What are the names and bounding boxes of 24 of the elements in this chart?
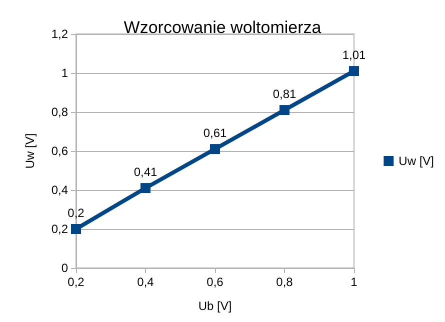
point: [280, 105, 290, 116]
y-tick-label: 0: [61, 261, 68, 275]
x-axis-title: Ub [V]: [198, 299, 232, 313]
y-axis-title: Uw [V]: [23, 133, 37, 169]
y-tick-label: 1,2: [51, 27, 68, 41]
legend-label: Uw [V]: [398, 154, 434, 168]
y-tick-label: 1: [61, 66, 68, 80]
data-label: 0,81: [272, 87, 296, 102]
x-tick-label: 0,8: [276, 275, 294, 289]
x-tick-label: 0,6: [206, 275, 224, 289]
data-label: 0,41: [134, 165, 158, 180]
y-tick-label: 0,8: [51, 105, 68, 119]
point: [349, 66, 359, 76]
y-tick-label: 0,4: [51, 183, 68, 197]
point: [210, 144, 220, 154]
x-tick-label: 1: [350, 275, 358, 289]
x-tick-label: 0,4: [137, 275, 154, 289]
data-label: 1,01: [342, 48, 366, 62]
y-tick-label: 0,2: [51, 222, 68, 236]
point: [140, 183, 150, 194]
point: [71, 224, 81, 234]
chart-title: Wzorcowanie woltomierza: [124, 18, 322, 37]
y-tick-label: 0,6: [51, 144, 68, 158]
data-label: 0,61: [203, 126, 227, 140]
